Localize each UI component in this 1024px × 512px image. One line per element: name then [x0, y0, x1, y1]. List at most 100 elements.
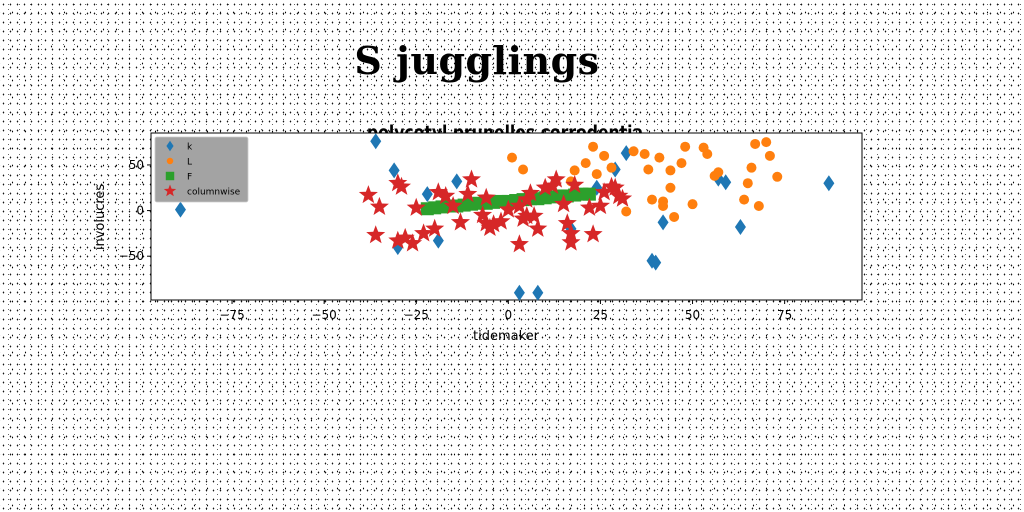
- data-point: [395, 227, 415, 246]
- data-point: [654, 152, 665, 163]
- data-point: [620, 145, 632, 162]
- data-point: [546, 169, 566, 188]
- data-point: [520, 183, 540, 202]
- x-axis-label: tidemaker: [473, 329, 540, 344]
- legend-label: L: [187, 158, 192, 168]
- x-tick-label: −50: [311, 308, 336, 322]
- data-point: [764, 150, 775, 161]
- data-point: [565, 175, 585, 194]
- legend-label: F: [187, 173, 192, 183]
- legend-marker: [165, 171, 175, 181]
- data-point: [528, 218, 548, 237]
- data-point: [605, 177, 625, 196]
- data-point: [647, 194, 658, 205]
- page-title: S jugglings: [354, 38, 600, 83]
- data-point: [590, 196, 610, 215]
- data-point: [613, 188, 633, 207]
- data-point: [392, 176, 411, 195]
- data-point: [665, 182, 676, 193]
- data-point: [507, 152, 518, 163]
- data-point: [518, 164, 529, 175]
- data-point: [609, 186, 629, 205]
- data-point: [761, 137, 772, 148]
- data-point: [535, 177, 555, 196]
- data-point: [639, 148, 650, 159]
- legend-marker: [163, 184, 177, 197]
- legend-box: [154, 136, 249, 203]
- x-axis: −75 −50 −25 0 25 50 75: [219, 300, 792, 322]
- data-point: [451, 173, 463, 190]
- data-point: [476, 187, 496, 206]
- data-point: [742, 178, 753, 189]
- data-point: [517, 206, 537, 225]
- data-point: [443, 196, 463, 215]
- data-point: [823, 175, 835, 192]
- x-tick-label: 75: [777, 308, 792, 322]
- data-point: [458, 184, 478, 203]
- data-point: [406, 197, 426, 216]
- data-point: [450, 212, 470, 231]
- data-point: [579, 197, 599, 216]
- data-point: [509, 196, 529, 215]
- legend-marker: [166, 140, 174, 152]
- legend-item: columnwise: [163, 184, 241, 198]
- data-point: [753, 201, 764, 212]
- data-point: [498, 199, 518, 218]
- data-marks: [174, 133, 835, 301]
- x-tick-label: 25: [593, 308, 608, 322]
- y-tick-label: −50: [119, 249, 144, 263]
- data-point: [680, 141, 691, 152]
- data-point: [746, 162, 757, 173]
- data-point: [739, 194, 750, 205]
- data-point: [750, 138, 761, 149]
- x-tick-label: 0: [505, 308, 513, 322]
- data-point: [388, 230, 408, 249]
- x-tick-label: −75: [219, 308, 244, 322]
- data-point: [772, 171, 783, 182]
- data-point: [513, 284, 525, 301]
- data-point: [370, 133, 382, 150]
- data-point: [557, 213, 577, 232]
- data-point: [524, 206, 544, 225]
- data-point: [669, 211, 680, 222]
- data-point: [491, 211, 511, 230]
- legend-label: columnwise: [187, 188, 241, 198]
- data-point: [414, 223, 434, 242]
- data-point: [583, 224, 603, 243]
- x-tick-label: −25: [404, 308, 429, 322]
- y-axis: 50 0 −50: [119, 158, 151, 263]
- data-point: [665, 165, 676, 176]
- data-point: [580, 158, 591, 169]
- data-point: [388, 173, 408, 192]
- data-point: [473, 205, 493, 224]
- data-point: [366, 225, 386, 244]
- data-point: [658, 201, 669, 212]
- data-point: [428, 182, 448, 201]
- data-point: [369, 196, 389, 215]
- y-axis-label: involucres: [93, 184, 108, 251]
- data-point: [606, 162, 617, 173]
- plot-background: [150, 132, 863, 301]
- data-point: [388, 162, 400, 179]
- plot-area: [150, 132, 863, 301]
- y-tick-label: 0: [136, 204, 144, 218]
- series-3: [358, 169, 633, 253]
- series-1: [507, 137, 783, 222]
- data-point: [621, 206, 632, 217]
- data-point: [561, 232, 581, 251]
- data-point: [591, 169, 602, 180]
- y-tick-label: 50: [129, 158, 144, 172]
- data-point: [650, 254, 662, 271]
- data-point: [687, 199, 698, 210]
- legend-item: L: [166, 158, 192, 168]
- data-point: [676, 158, 687, 169]
- data-point: [554, 194, 574, 213]
- legend-item: F: [165, 171, 192, 183]
- data-point: [484, 214, 504, 233]
- data-point: [657, 214, 669, 231]
- x-tick-label: 50: [685, 308, 700, 322]
- data-point: [594, 182, 614, 201]
- data-point: [509, 234, 529, 253]
